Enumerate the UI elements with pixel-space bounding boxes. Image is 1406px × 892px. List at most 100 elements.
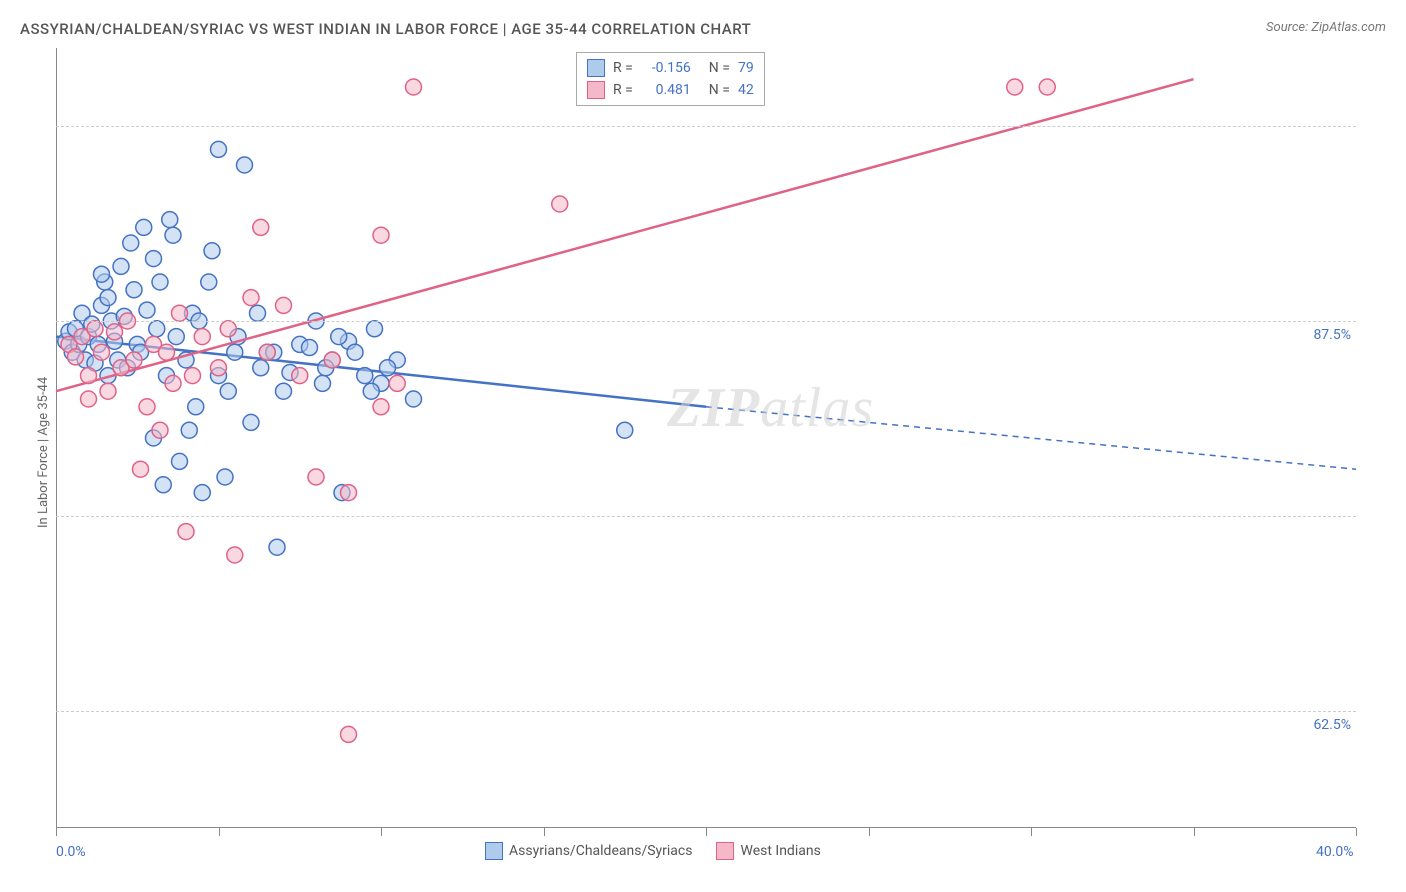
data-point — [1039, 79, 1055, 95]
n-label: N = — [709, 60, 730, 76]
x-tick — [1194, 828, 1195, 836]
data-point — [126, 352, 142, 368]
data-point — [123, 235, 139, 251]
data-point — [253, 360, 269, 376]
data-point — [188, 399, 204, 415]
gridline — [56, 321, 1356, 322]
data-point — [227, 344, 243, 360]
x-tick-label: 40.0% — [1316, 844, 1354, 860]
data-point — [220, 383, 236, 399]
data-point — [227, 547, 243, 563]
data-point — [406, 391, 422, 407]
x-tick — [56, 828, 57, 836]
x-tick — [381, 828, 382, 836]
legend-series: Assyrians/Chaldeans/Syriacs West Indians — [485, 842, 821, 860]
data-point — [178, 524, 194, 540]
y-tick-label: 87.5% — [1296, 327, 1351, 343]
n-value: 42 — [738, 82, 754, 98]
data-point — [373, 399, 389, 415]
n-label: N = — [709, 82, 730, 98]
legend-series-label: Assyrians/Chaldeans/Syriacs — [509, 843, 692, 859]
gridline — [56, 126, 1356, 127]
data-point — [331, 329, 347, 345]
data-point — [100, 290, 116, 306]
legend-stats-row: R = 0.481 N = 42 — [587, 79, 754, 101]
data-point — [149, 321, 165, 337]
gridline — [56, 711, 1356, 712]
data-point — [211, 141, 227, 157]
data-point — [162, 212, 178, 228]
data-point — [211, 360, 227, 376]
x-tick — [706, 828, 707, 836]
x-tick — [544, 828, 545, 836]
data-point — [81, 368, 97, 384]
legend-swatch — [485, 842, 503, 860]
data-point — [201, 274, 217, 290]
data-point — [367, 321, 383, 337]
data-point — [68, 349, 84, 365]
data-point — [152, 422, 168, 438]
data-point — [552, 196, 568, 212]
r-value: 0.481 — [641, 82, 691, 98]
data-point — [204, 243, 220, 259]
data-point — [159, 344, 175, 360]
data-point — [172, 453, 188, 469]
data-point — [243, 414, 259, 430]
data-point — [139, 302, 155, 318]
legend-swatch — [587, 59, 605, 77]
chart-title: ASSYRIAN/CHALDEAN/SYRIAC VS WEST INDIAN … — [20, 20, 751, 38]
data-point — [113, 258, 129, 274]
chart-source: Source: ZipAtlas.com — [1266, 20, 1386, 35]
data-point — [165, 227, 181, 243]
r-label: R = — [613, 60, 633, 76]
legend-series-item: West Indians — [716, 842, 820, 860]
legend-swatch — [587, 81, 605, 99]
data-point — [253, 219, 269, 235]
legend-stats: R =-0.156N =79R =0.481N =42 — [576, 52, 765, 106]
data-point — [194, 485, 210, 501]
legend-stats-row: R =-0.156N =79 — [587, 57, 754, 79]
x-tick — [1356, 828, 1357, 836]
data-point — [139, 399, 155, 415]
data-point — [181, 422, 197, 438]
gridline — [56, 516, 1356, 517]
data-point — [126, 282, 142, 298]
data-point — [324, 352, 340, 368]
data-point — [155, 477, 171, 493]
data-point — [292, 368, 308, 384]
x-tick — [1031, 828, 1032, 836]
data-point — [165, 375, 181, 391]
data-point — [217, 469, 233, 485]
data-point — [363, 383, 379, 399]
data-point — [94, 344, 110, 360]
data-point — [146, 251, 162, 267]
x-tick — [869, 828, 870, 836]
x-tick-label: 0.0% — [56, 844, 86, 860]
data-point — [357, 368, 373, 384]
r-value: -0.156 — [641, 60, 691, 76]
data-point — [373, 227, 389, 243]
data-point — [276, 297, 292, 313]
x-tick — [219, 828, 220, 836]
data-point — [341, 485, 357, 501]
data-point — [136, 219, 152, 235]
data-point — [1007, 79, 1023, 95]
r-label: R = — [613, 82, 633, 98]
data-point — [194, 329, 210, 345]
y-tick-label: 62.5% — [1296, 717, 1351, 733]
data-point — [185, 368, 201, 384]
data-point — [220, 321, 236, 337]
data-point — [107, 324, 123, 340]
data-point — [237, 157, 253, 173]
data-point — [100, 383, 116, 399]
data-point — [243, 290, 259, 306]
data-point — [389, 375, 405, 391]
data-point — [380, 360, 396, 376]
chart-container: ASSYRIAN/CHALDEAN/SYRIAC VS WEST INDIAN … — [0, 0, 1406, 892]
y-axis-label: In Labor Force | Age 35-44 — [36, 377, 51, 528]
data-point — [617, 422, 633, 438]
data-point — [172, 305, 188, 321]
legend-series-item: Assyrians/Chaldeans/Syriacs — [485, 842, 692, 860]
data-point — [133, 461, 149, 477]
data-point — [87, 321, 103, 337]
